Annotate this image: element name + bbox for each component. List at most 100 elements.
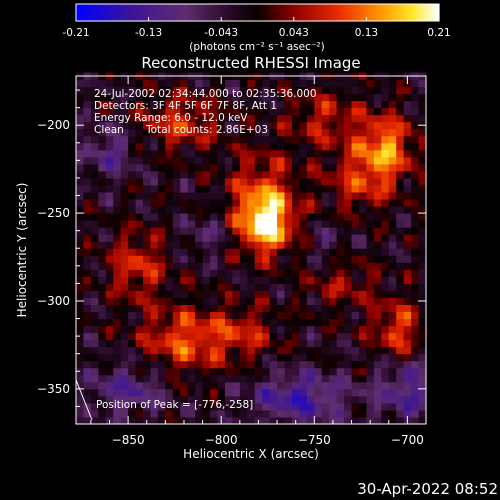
- heatmap-cell: [150, 290, 159, 298]
- heatmap-cell: [202, 388, 211, 397]
- heatmap-cell: [232, 142, 241, 151]
- heatmap-cell: [358, 93, 367, 102]
- heatmap-cell: [366, 276, 375, 284]
- heatmap-cell: [224, 269, 233, 277]
- heatmap-cell: [187, 170, 196, 179]
- heatmap-cell: [98, 184, 107, 193]
- heatmap-cell: [351, 156, 360, 165]
- heatmap-cell: [381, 192, 390, 200]
- heatmap-cell: [150, 248, 159, 256]
- heatmap-cell: [321, 128, 330, 137]
- heatmap-cell: [411, 170, 420, 179]
- heatmap-cell: [344, 395, 353, 404]
- heatmap-cell: [143, 255, 151, 263]
- colorbar-cell: [343, 4, 347, 21]
- heatmap-cell: [277, 177, 286, 186]
- heatmap-cell: [195, 79, 204, 88]
- heatmap-cell: [329, 332, 338, 341]
- heatmap-cell: [202, 409, 211, 418]
- heatmap-cell: [135, 304, 144, 313]
- heatmap-cell: [83, 374, 92, 383]
- heatmap-cell: [143, 290, 151, 298]
- heatmap-cell: [105, 156, 114, 165]
- heatmap-cell: [418, 135, 427, 144]
- heatmap-cell: [299, 192, 308, 200]
- heatmap-cell: [277, 353, 286, 362]
- heatmap-cell: [113, 227, 122, 235]
- heatmap-cell: [150, 276, 159, 284]
- heatmap-cell: [358, 241, 367, 249]
- heatmap-cell: [418, 276, 427, 284]
- heatmap-cell: [247, 220, 256, 228]
- heatmap-cell: [90, 248, 99, 256]
- heatmap-cell: [90, 213, 99, 221]
- heatmap-cell: [254, 395, 263, 404]
- heatmap-cell: [150, 304, 159, 313]
- heatmap-cell: [105, 388, 114, 397]
- heatmap-cell: [366, 381, 375, 390]
- heatmap-cell: [247, 93, 256, 102]
- heatmap-cell: [247, 360, 256, 369]
- heatmap-cell: [195, 409, 204, 418]
- heatmap-cell: [262, 276, 271, 284]
- heatmap-cell: [262, 374, 271, 383]
- heatmap-cell: [262, 297, 271, 305]
- heatmap-cell: [403, 170, 412, 179]
- colorbar-cell: [418, 4, 422, 21]
- heatmap-cell: [135, 177, 144, 186]
- heatmap-cell: [403, 255, 412, 263]
- heatmap-cell: [366, 93, 375, 102]
- heatmap-cell: [314, 156, 323, 165]
- heatmap-cell: [277, 395, 286, 404]
- heatmap-cell: [76, 353, 84, 362]
- heatmap-cell: [105, 79, 114, 88]
- heatmap-cell: [366, 135, 375, 144]
- heatmap-cell: [351, 297, 360, 305]
- heatmap-cell: [277, 241, 286, 249]
- heatmap-cell: [366, 374, 375, 383]
- heatmap-cell: [396, 170, 405, 179]
- heatmap-cell: [247, 367, 256, 376]
- colorbar-cell: [352, 4, 356, 21]
- heatmap-cell: [321, 332, 330, 341]
- heatmap-cell: [411, 381, 420, 390]
- heatmap-cell: [76, 177, 84, 186]
- heatmap-cell: [277, 142, 286, 151]
- heatmap-cell: [403, 283, 412, 291]
- heatmap-cell: [269, 248, 278, 256]
- heatmap-cell: [247, 318, 256, 327]
- heatmap-cell: [165, 241, 174, 249]
- heatmap-cell: [224, 276, 233, 284]
- heatmap-cell: [105, 374, 114, 383]
- heatmap-cell: [76, 93, 84, 102]
- heatmap-cell: [254, 206, 263, 214]
- y-tick-label: −350: [37, 382, 70, 396]
- heatmap-cell: [388, 206, 397, 214]
- heatmap-cell: [180, 409, 189, 418]
- heatmap-cell: [135, 395, 144, 404]
- heatmap-cell: [120, 142, 129, 151]
- heatmap-cell: [344, 135, 353, 144]
- heatmap-cell: [358, 220, 367, 228]
- heatmap-cell: [217, 311, 226, 320]
- heatmap-cell: [150, 121, 159, 130]
- colorbar-cell: [379, 4, 383, 21]
- colorbar-cell: [292, 4, 296, 21]
- heatmap-cell: [351, 381, 360, 390]
- heatmap-cell: [135, 213, 144, 221]
- heatmap-cell: [373, 290, 382, 298]
- heatmap-cell: [299, 213, 308, 221]
- heatmap-cell: [120, 381, 129, 390]
- heatmap-cell: [366, 262, 375, 270]
- heatmap-cell: [150, 269, 159, 277]
- heatmap-cell: [336, 248, 345, 256]
- heatmap-cell: [239, 325, 248, 334]
- heatmap-cell: [143, 93, 151, 102]
- heatmap-cell: [284, 381, 293, 390]
- heatmap-cell: [269, 142, 278, 151]
- heatmap-cell: [202, 220, 211, 228]
- heatmap-cell: [381, 269, 390, 277]
- heatmap-cell: [76, 128, 84, 137]
- heatmap-cell: [165, 367, 174, 376]
- peak-position-label: Position of Peak = [-776,-258]: [96, 399, 253, 411]
